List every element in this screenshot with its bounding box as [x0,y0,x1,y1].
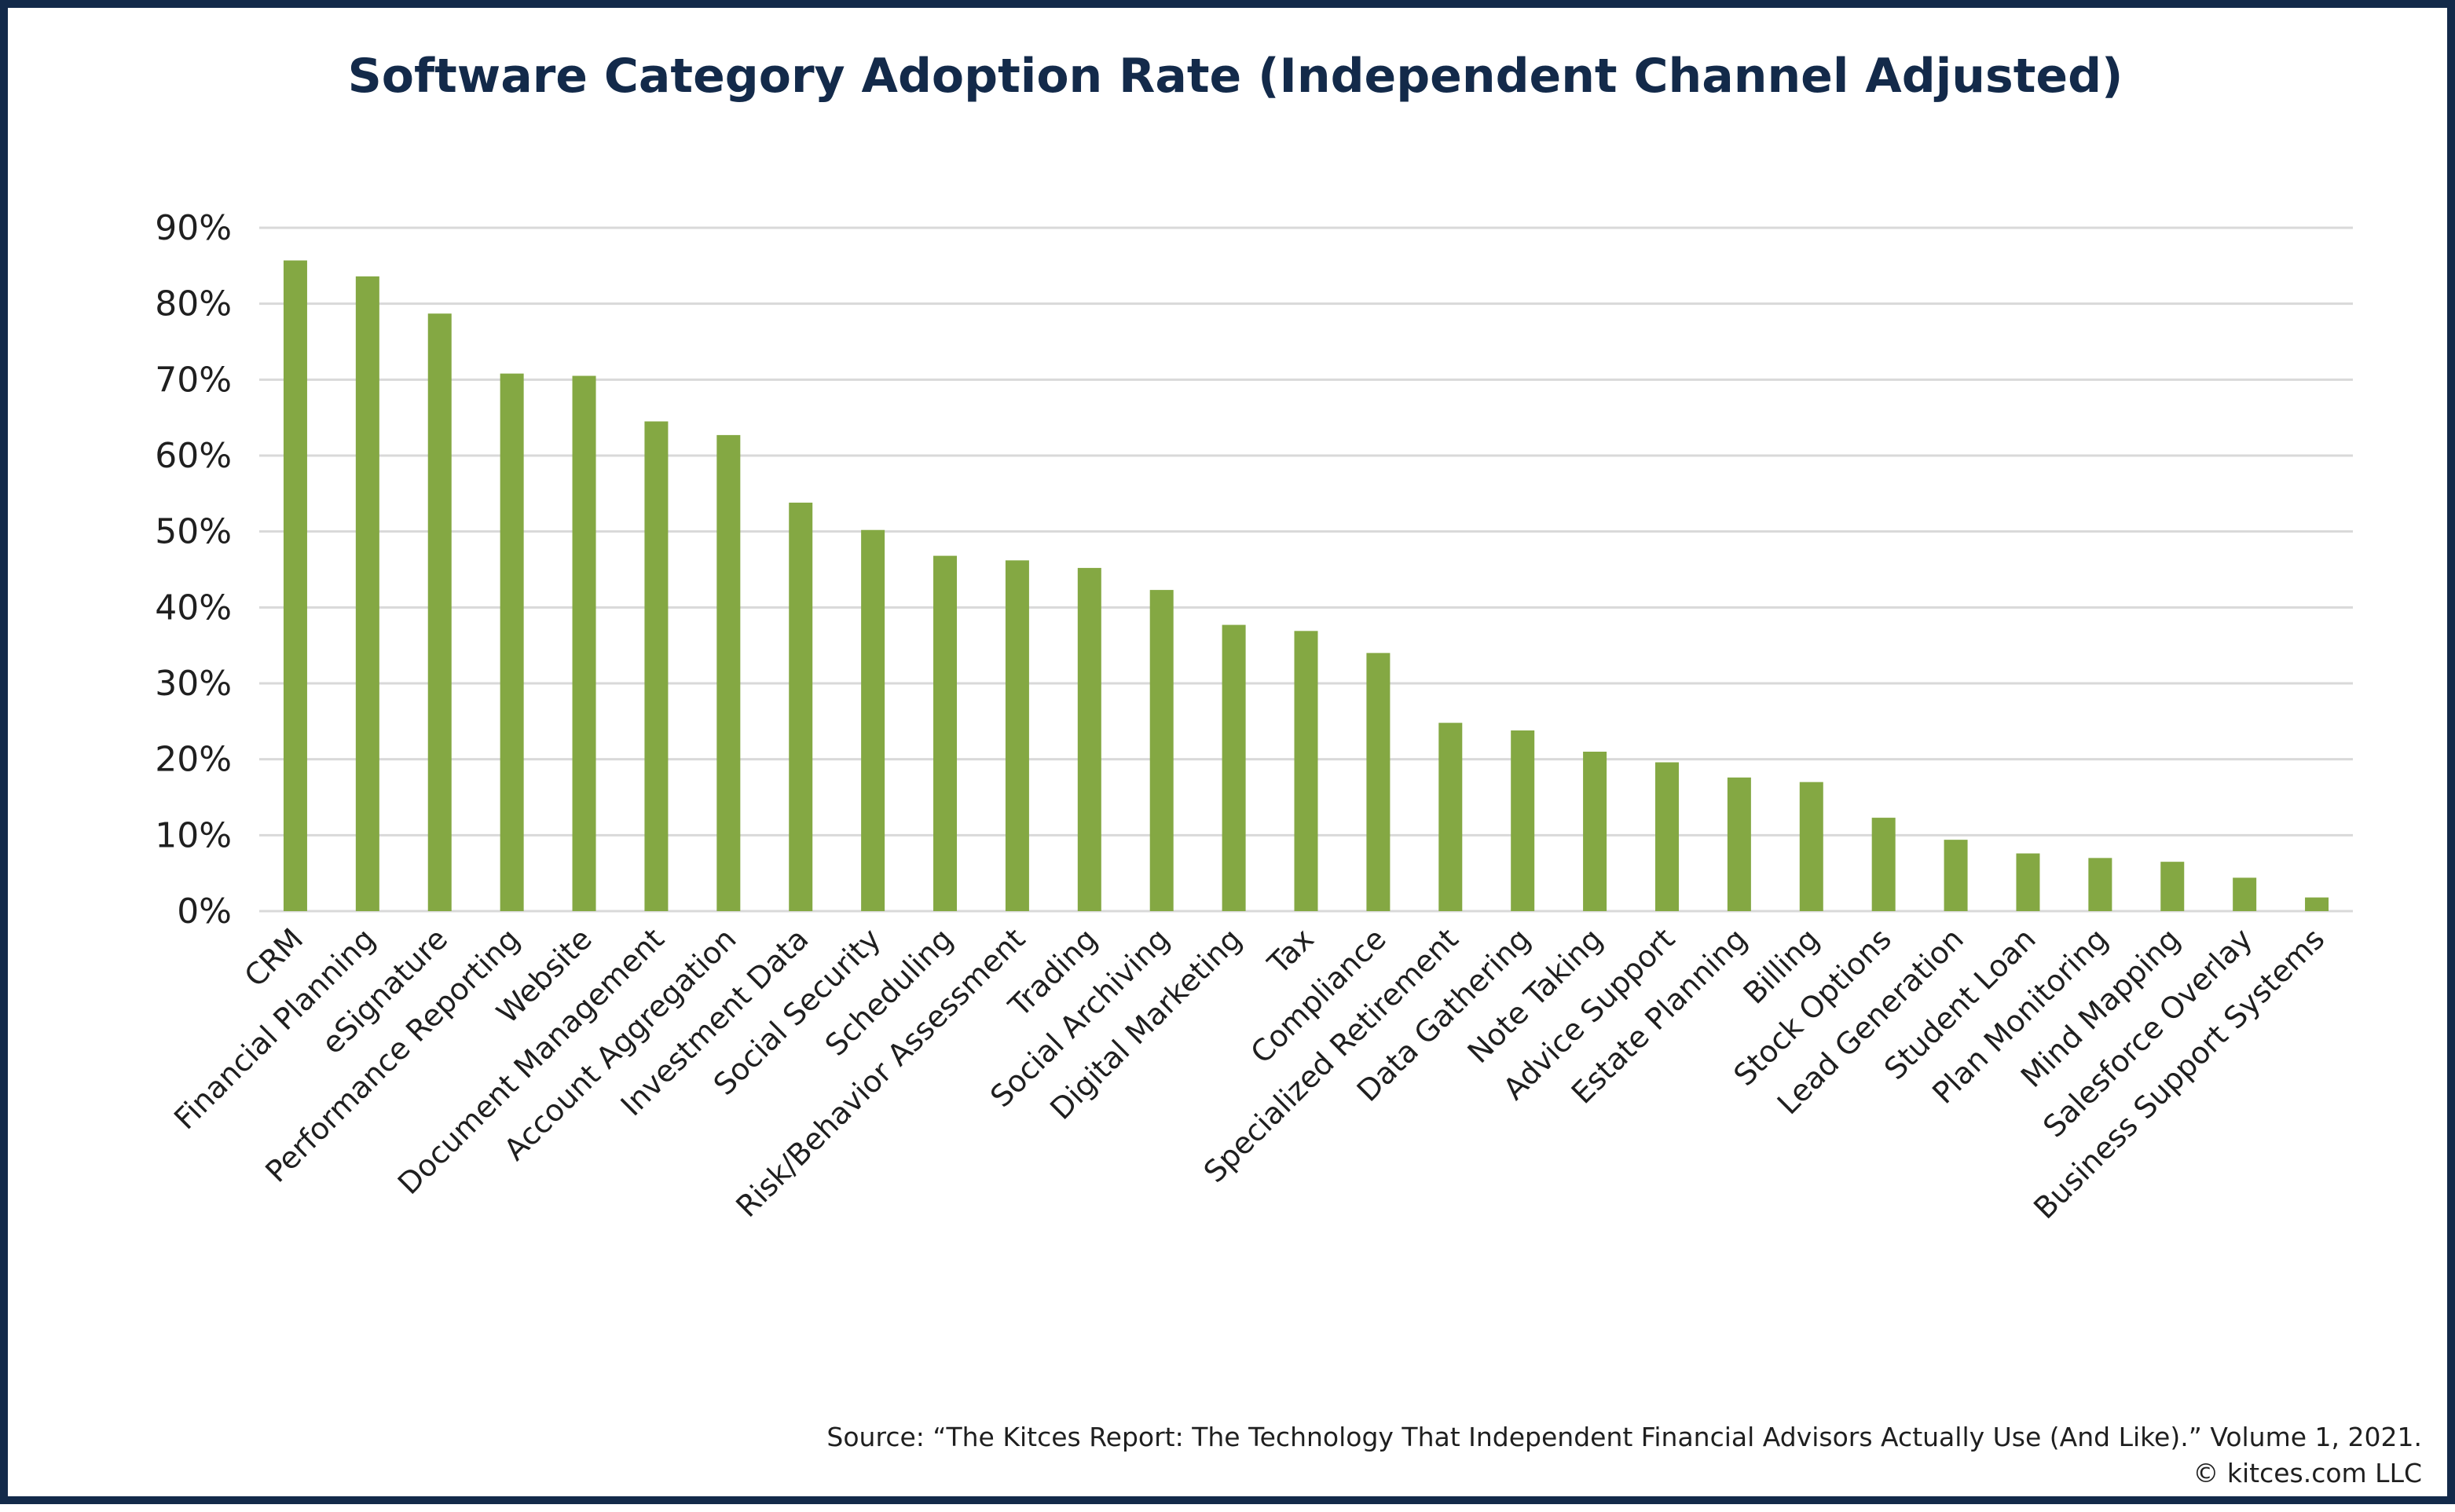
bar [1222,624,1246,911]
chart-title: Software Category Adoption Rate (Indepen… [347,49,2123,104]
bar [1727,777,1751,911]
y-tick-label: 0% [177,891,232,932]
bar [2016,853,2040,911]
bar [1149,590,1174,911]
y-axis-tick-labels: 0% 10% 20% 30% 40% 50% 60% 70% 80% 90% [155,208,232,932]
y-tick-label: 10% [155,815,232,855]
copyright-notice: © kitces.com LLC [2193,1458,2422,1488]
bar [1944,840,1968,911]
y-tick-label: 30% [155,664,232,704]
bar [572,375,596,911]
bar [1366,653,1391,911]
bar [2088,858,2112,911]
bar [861,529,885,911]
bar [2305,897,2329,911]
y-tick-label: 20% [155,740,232,780]
bar [644,421,669,911]
bars [283,260,2329,912]
y-tick-label: 80% [155,284,232,324]
bar [933,555,958,911]
bar [283,260,307,912]
bar [1654,762,1679,911]
bar [500,373,524,912]
bar [1438,723,1463,911]
bar [1511,730,1535,911]
y-tick-label: 50% [155,512,232,552]
category-label: Tax [1261,921,1321,981]
bar [1294,631,1318,911]
bar [789,502,813,911]
y-tick-label: 70% [155,360,232,400]
bar [2233,877,2257,911]
bar [1005,560,1029,911]
bar-chart: 0% 10% 20% 30% 40% 50% 60% 70% 80% 90% CRMFinanci… [155,208,2353,1225]
y-tick-label: 90% [155,208,232,248]
bar [427,313,452,911]
bar [2160,862,2185,911]
y-tick-label: 40% [155,588,232,628]
y-tick-label: 60% [155,436,232,476]
bar [355,276,379,911]
bar [1077,568,1101,911]
source-citation: Source: “The Kitces Report: The Technolo… [826,1422,2422,1452]
bar [716,434,741,911]
bar [1799,782,1823,911]
bar [1871,818,1896,911]
bar [1583,752,1607,911]
source-note: Source: “The Kitces Report: The Technolo… [222,1419,2422,1492]
